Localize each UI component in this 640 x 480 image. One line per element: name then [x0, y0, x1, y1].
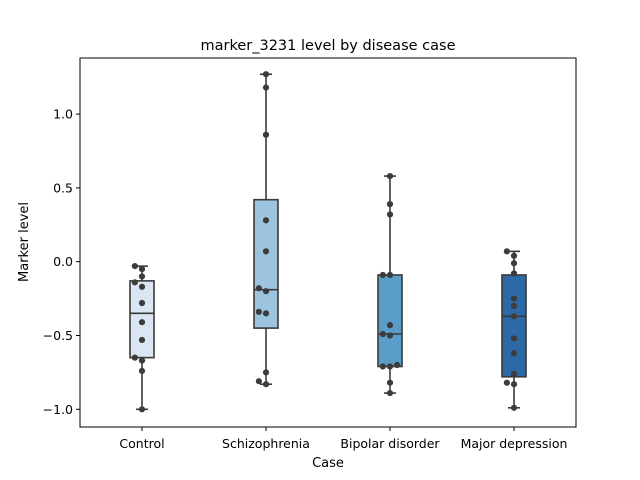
data-point — [262, 131, 270, 138]
data-point — [386, 389, 394, 397]
data-point — [262, 71, 270, 78]
data-point — [138, 273, 146, 280]
y-tick-label: 1.0 — [53, 107, 73, 122]
data-point — [138, 406, 146, 413]
data-point — [138, 265, 146, 273]
y-tick-label: 0.0 — [53, 254, 73, 269]
data-point — [510, 381, 518, 388]
data-point — [262, 310, 270, 317]
data-point — [386, 271, 394, 279]
data-point — [503, 248, 510, 255]
data-point — [131, 263, 138, 270]
data-point — [386, 363, 394, 370]
data-point — [386, 172, 394, 180]
x-axis-label: Case — [312, 456, 344, 471]
data-point — [262, 369, 270, 376]
data-point — [131, 279, 138, 286]
data-point — [262, 217, 270, 224]
data-point — [510, 295, 518, 302]
data-point — [379, 271, 386, 279]
data-point — [394, 361, 401, 369]
data-point — [386, 322, 394, 329]
data-point — [510, 350, 518, 357]
data-point — [510, 404, 518, 411]
x-tick-label: Major depression — [461, 436, 568, 451]
plot-frame — [79, 57, 577, 428]
data-point — [510, 370, 518, 377]
data-point — [138, 283, 146, 290]
data-point — [138, 299, 146, 307]
data-point — [138, 319, 146, 326]
data-point — [131, 354, 138, 361]
data-point — [510, 302, 518, 310]
plot-area: −1.0 −0.5 0.0 0.5 1.0 Control Schizophrenia Bip… — [43, 71, 568, 451]
data-point — [510, 270, 518, 277]
data-point — [386, 379, 394, 386]
data-point — [386, 201, 394, 208]
y-tick-label: 0.5 — [53, 180, 73, 195]
data-point — [138, 367, 146, 375]
data-point — [510, 335, 518, 342]
x-tick-label: Control — [119, 436, 164, 451]
data-point — [510, 252, 518, 259]
data-point — [510, 313, 518, 320]
y-tick-label: −0.5 — [43, 328, 73, 343]
data-point — [386, 211, 394, 218]
data-point — [255, 308, 262, 315]
y-tick-label: −1.0 — [43, 402, 73, 417]
x-tick-label: Schizophrenia — [222, 436, 310, 451]
data-point — [503, 379, 510, 386]
data-point — [510, 260, 518, 267]
data-point — [379, 363, 386, 370]
data-point — [262, 248, 270, 255]
data-point — [262, 381, 270, 388]
data-point — [255, 378, 262, 385]
y-axis-label: Marker level — [17, 202, 32, 282]
chart-title: marker_3231 level by disease case — [201, 38, 456, 54]
box-2 — [377, 274, 403, 368]
data-point — [386, 332, 394, 339]
data-point — [379, 330, 386, 338]
data-point — [138, 357, 146, 364]
data-point — [255, 285, 262, 292]
data-point — [262, 84, 270, 91]
data-point — [138, 336, 146, 344]
box-3 — [501, 274, 527, 378]
x-tick-label: Bipolar disorder — [340, 436, 440, 451]
data-point — [262, 288, 270, 295]
